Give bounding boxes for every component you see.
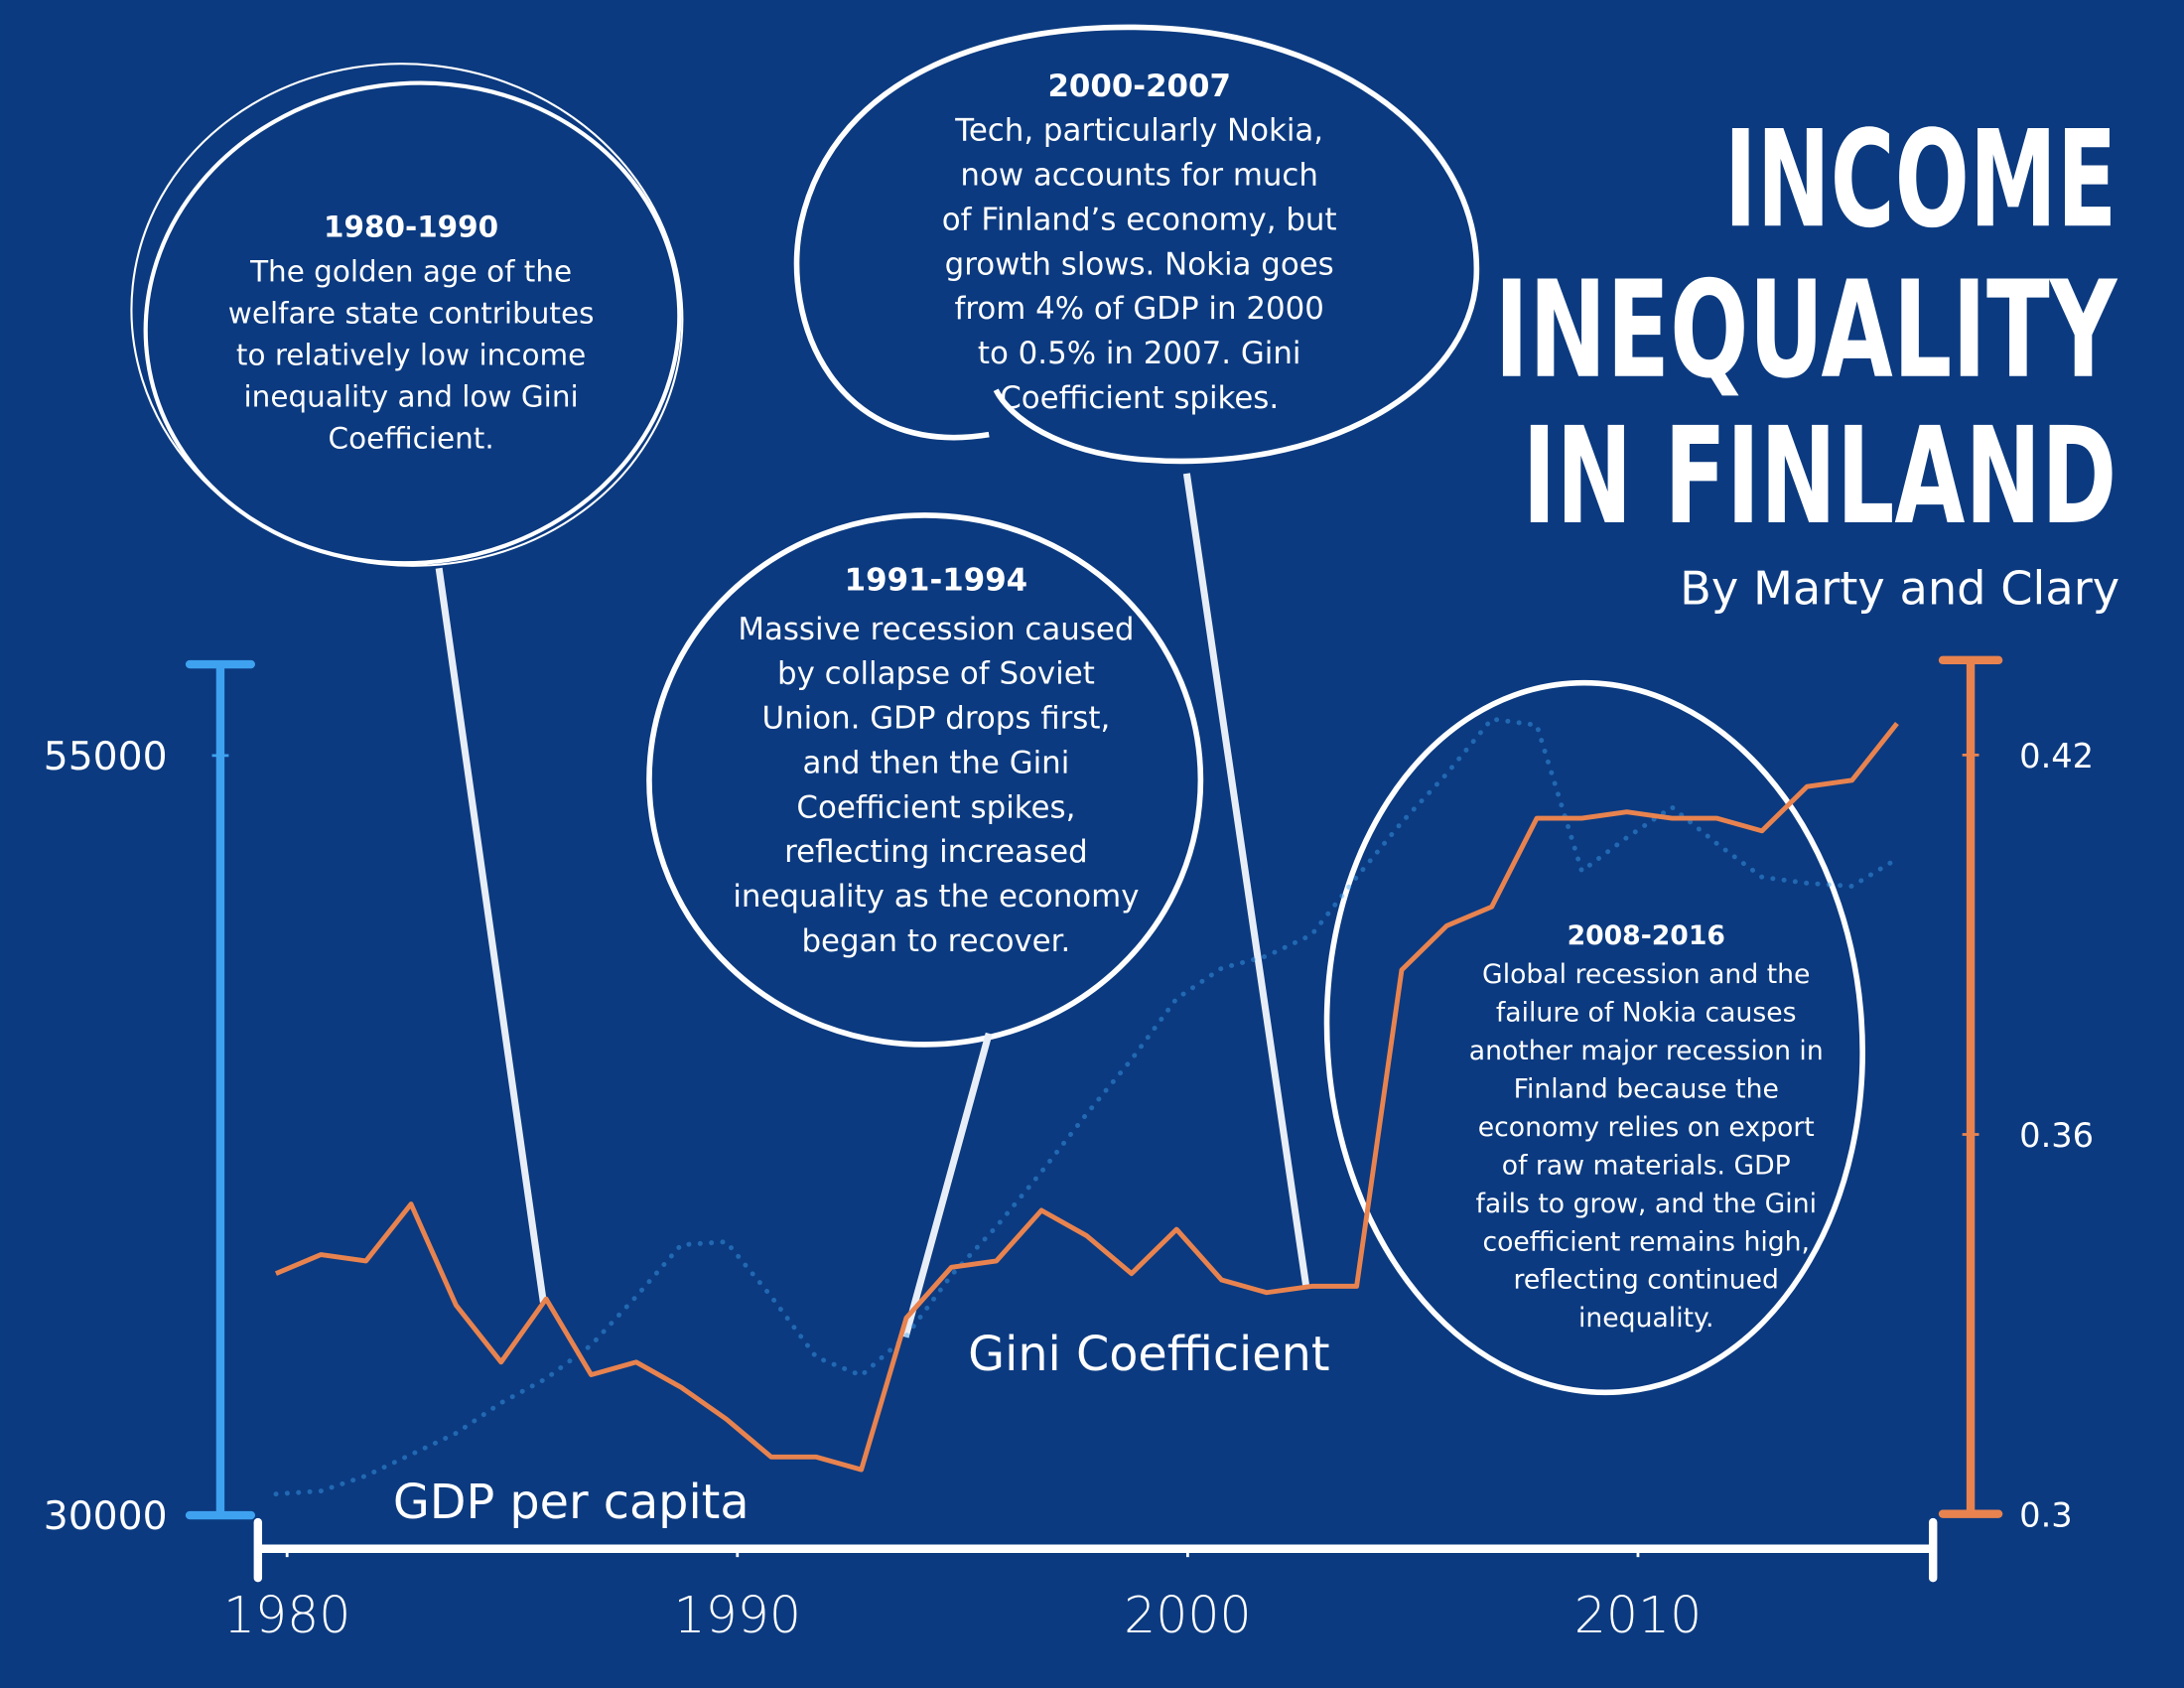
series-label: Gini Coefficient	[968, 1328, 1329, 1382]
annotation-line: and then the Gini	[802, 745, 1069, 780]
callouts	[130, 24, 1865, 1396]
annotation-line: The golden age of the	[249, 254, 572, 288]
annotation-heading: 1980-1990	[324, 210, 498, 243]
series-label: GDP per capita	[393, 1476, 750, 1530]
annotation-line: fails to grow, and the Gini	[1476, 1189, 1817, 1219]
annotation-line: economy relies on export	[1478, 1112, 1815, 1143]
annotation-line: Coefficient spikes.	[1000, 380, 1279, 416]
annotation-line: by collapse of Soviet	[777, 656, 1095, 692]
x-tick-label: 1980	[223, 1586, 350, 1644]
y2-tick-label: 0.36	[2019, 1116, 2094, 1155]
bubble	[646, 512, 1204, 1048]
annotation-line: began to recover.	[801, 923, 1070, 959]
annotation-line: Coefficient spikes,	[796, 789, 1075, 825]
title-line: INEQUALITY	[1494, 252, 2117, 408]
annotation-line: inequality and low Gini	[244, 380, 579, 414]
y-tick-label: 30000	[44, 1494, 168, 1539]
annotation-line: Union. GDP drops first,	[762, 701, 1111, 737]
annotation-heading: 2008-2016	[1568, 920, 1725, 951]
subtitle: By Marty and Clary	[1680, 562, 2119, 616]
annotation-line: growth slows. Nokia goes	[945, 246, 1334, 282]
plot: 30000 55000 0.3 0.36 0.42 1980 1990 2000 2010 GDP…	[44, 655, 2094, 1644]
annotation-line: inequality as the economy	[733, 879, 1139, 914]
annotations: 1980-1990 The golden age of the welfare st…	[228, 69, 1824, 1334]
bubble	[1323, 679, 1865, 1396]
series-line	[273, 716, 1900, 1497]
annotation-line: Massive recession caused	[738, 612, 1134, 647]
bubble	[793, 24, 1479, 465]
pointer	[1182, 473, 1310, 1289]
annotation-line: of Finland’s economy, but	[942, 202, 1337, 237]
x-tick-label: 2000	[1124, 1586, 1251, 1644]
title-line: IN FINLAND	[1522, 398, 2116, 554]
x-tick-label: 1990	[674, 1586, 801, 1644]
annotation-line: now accounts for much	[960, 158, 1318, 194]
annotation-line: welfare state contributes	[228, 296, 595, 330]
annotation-line: from 4% of GDP in 2000	[955, 291, 1324, 327]
y2-tick-label: 0.3	[2019, 1495, 2073, 1534]
annotation-line: to relatively low income	[236, 338, 586, 371]
annotation-line: to 0.5% in 2007. Gini	[978, 336, 1301, 371]
x-tick-label: 2010	[1574, 1586, 1702, 1644]
annotation-line: reflecting increased	[784, 834, 1088, 870]
annotation-heading: 2000-2007	[1047, 69, 1231, 104]
y-tick-label: 55000	[44, 735, 168, 779]
y2-tick-label: 0.42	[2019, 737, 2094, 775]
annotation-line: Coefficient.	[329, 422, 494, 456]
annotation-heading: 1991-1994	[845, 563, 1028, 599]
pointer	[435, 567, 547, 1303]
annotation-line: reflecting continued	[1514, 1265, 1779, 1296]
title-line: INCOME	[1724, 101, 2117, 257]
bubble	[143, 80, 682, 566]
bubble	[130, 63, 684, 567]
annotation-line: of raw materials. GDP	[1502, 1150, 1791, 1181]
annotation-line: inequality.	[1578, 1303, 1713, 1334]
annotation-line: another major recession in	[1469, 1036, 1824, 1066]
series-line	[275, 722, 1899, 1473]
annotation-line: Finland because the	[1514, 1074, 1779, 1105]
pointer	[901, 1032, 993, 1338]
annotation-line: Global recession and the	[1482, 959, 1810, 990]
annotation-line: Tech, particularly Nokia,	[954, 113, 1323, 149]
annotation-line: failure of Nokia causes	[1496, 998, 1797, 1029]
annotation-line: coefficient remains high,	[1482, 1226, 1810, 1257]
